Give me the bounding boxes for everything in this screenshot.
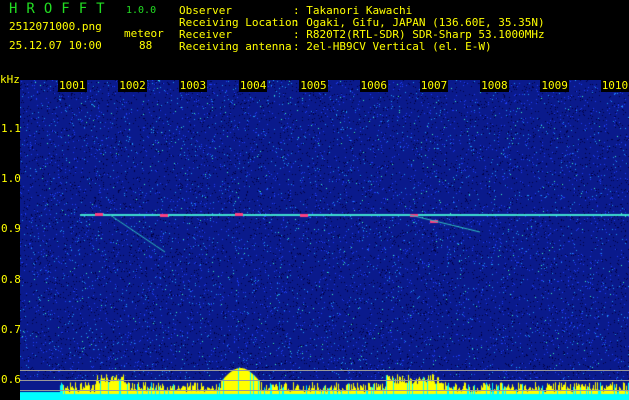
x-tick-label: 1002	[118, 79, 147, 92]
level-line	[20, 390, 629, 391]
spectrogram	[20, 80, 629, 400]
x-tick-label: 1003	[178, 79, 208, 92]
x-tick-label: 1009	[540, 79, 569, 92]
y-unit-label: kHz	[0, 73, 20, 86]
x-tick-label: 1001	[58, 79, 87, 92]
level-line	[20, 370, 629, 371]
y-tick-label: 0.8	[1, 272, 21, 286]
y-tick-label: 0.6	[1, 373, 21, 386]
y-tick-label: 0.9	[1, 222, 21, 236]
info-value-observer: : Takanori Kawachi	[293, 4, 413, 17]
meteor-count: 88	[139, 39, 153, 52]
app-title: HROFFT	[9, 1, 114, 17]
info-label-receiver: Receiver	[179, 28, 232, 41]
level-line	[20, 380, 629, 381]
x-tick-label: 1010	[600, 79, 629, 92]
info-label-antenna: Receiving antenna	[179, 40, 292, 53]
info-label-location: Receiving Location	[179, 16, 299, 29]
info-value-antenna: : 2el-HB9CV Vertical (el. E-W)	[293, 40, 492, 53]
info-label-observer: Observer	[179, 4, 232, 17]
file-name: 2512071000.png	[9, 20, 102, 33]
info-value-location: : Ogaki, Gifu, JAPAN (136.60E, 35.35N)	[293, 16, 545, 29]
app-version: 1.0.0	[126, 5, 157, 16]
info-value-receiver: : R820T2(RTL-SDR) SDR-Sharp 53.1000MHz	[293, 28, 545, 41]
y-tick-label: 0.7	[1, 322, 21, 336]
x-tick-label: 1007	[419, 79, 449, 92]
x-tick-label: 1005	[299, 79, 328, 92]
x-tick-label: 1006	[359, 79, 388, 92]
y-tick-label: 1.1	[1, 122, 21, 135]
x-tick-label: 1004	[238, 79, 268, 92]
file-datetime: 25.12.07 10:00	[9, 39, 102, 52]
y-tick-label: 1.0	[1, 172, 21, 186]
x-tick-label: 1008	[480, 79, 509, 92]
meteor-label: meteor	[124, 27, 164, 40]
